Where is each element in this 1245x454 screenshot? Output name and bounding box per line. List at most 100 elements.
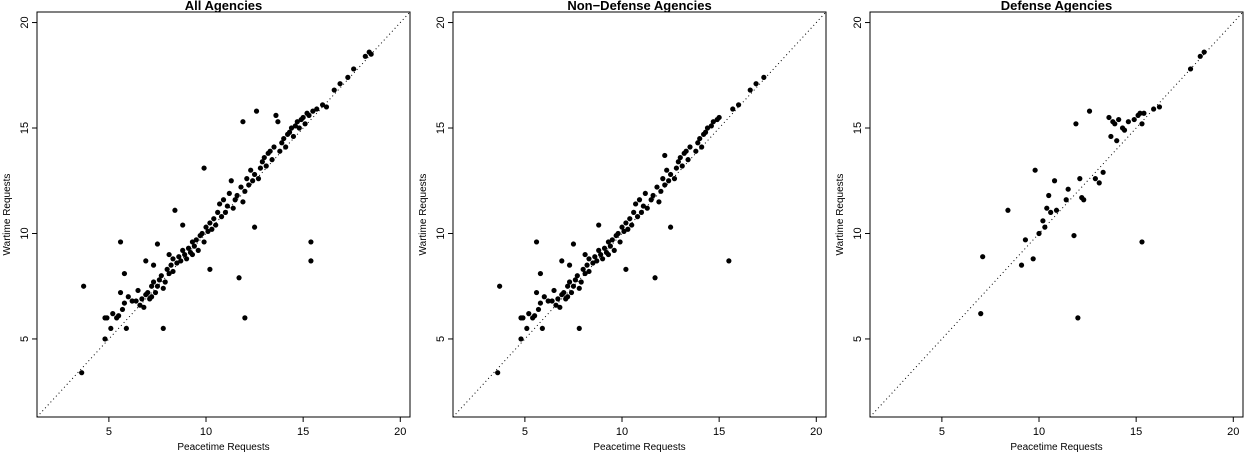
data-point — [337, 81, 343, 87]
data-point — [631, 209, 637, 215]
data-point — [611, 247, 617, 253]
data-point — [1151, 106, 1157, 112]
data-point — [224, 203, 230, 209]
data-point — [149, 283, 155, 289]
data-point — [123, 325, 129, 332]
data-point — [1201, 49, 1207, 55]
data-point — [166, 251, 172, 258]
data-point — [211, 216, 217, 222]
data-point — [570, 241, 577, 247]
data-point — [308, 258, 314, 264]
x-axis-label: Peacetime Requests — [1010, 442, 1102, 453]
data-point — [1044, 205, 1050, 211]
chart-title: All Agencies — [185, 0, 263, 13]
data-point — [537, 270, 544, 277]
data-point — [1065, 186, 1071, 192]
data-point — [565, 283, 571, 289]
data-point — [300, 114, 306, 121]
data-point — [251, 224, 258, 230]
y-tick-label: 5 — [435, 336, 447, 342]
data-point — [195, 247, 201, 253]
data-point — [156, 277, 162, 283]
data-point — [666, 178, 672, 184]
data-point — [79, 370, 85, 376]
data-point — [1106, 114, 1112, 121]
data-point — [671, 176, 678, 182]
data-point — [178, 258, 184, 264]
data-point — [226, 190, 232, 197]
data-point — [257, 165, 264, 171]
data-point — [584, 262, 590, 268]
data-point — [117, 239, 124, 245]
data-point — [139, 296, 145, 302]
data-point — [621, 228, 627, 234]
data-point — [191, 243, 197, 249]
data-point — [599, 256, 606, 262]
data-point — [497, 283, 503, 289]
data-point — [154, 241, 161, 247]
data-point — [273, 112, 279, 118]
data-point — [648, 197, 654, 203]
data-point — [578, 279, 584, 285]
data-point — [576, 285, 582, 291]
data-point — [716, 114, 722, 121]
data-point — [302, 121, 308, 127]
data-point — [1092, 176, 1098, 182]
data-point — [673, 165, 680, 171]
data-point — [566, 279, 573, 285]
data-point — [152, 289, 159, 296]
data-point — [201, 165, 207, 171]
y-tick-label: 20 — [852, 16, 864, 28]
data-point — [551, 287, 557, 294]
data-point — [160, 285, 166, 291]
data-point — [203, 224, 209, 230]
data-point — [288, 125, 295, 131]
data-point — [283, 144, 289, 150]
x-axis-label: Peacetime Requests — [593, 442, 685, 453]
data-point — [319, 102, 326, 108]
y-tick-label: 5 — [852, 336, 864, 342]
data-point — [281, 135, 287, 142]
data-point — [296, 125, 302, 131]
data-point — [279, 140, 285, 146]
data-point — [636, 197, 643, 203]
data-point — [115, 313, 122, 319]
data-point — [269, 157, 275, 163]
data-point — [1042, 224, 1048, 230]
data-point — [242, 188, 248, 194]
data-point — [658, 188, 664, 194]
data-point — [710, 119, 716, 125]
data-point — [675, 159, 681, 165]
data-point — [526, 311, 532, 317]
data-point — [185, 245, 192, 251]
data-point — [1063, 197, 1069, 203]
data-point — [633, 201, 639, 207]
data-point — [1086, 108, 1093, 114]
data-point — [182, 251, 188, 258]
data-point — [217, 201, 223, 207]
data-point — [662, 182, 668, 188]
data-point — [81, 283, 87, 289]
data-point — [228, 178, 234, 184]
data-point — [199, 230, 205, 237]
data-point — [1131, 116, 1137, 123]
data-point — [1108, 133, 1114, 140]
x-tick-label: 15 — [1130, 426, 1142, 438]
data-point — [1077, 176, 1083, 182]
data-point — [619, 224, 625, 230]
data-point — [650, 192, 656, 199]
chart-panel-3: Defense Agencies 5 10 15 20 5 10 15 20 Peacetime … — [835, 0, 1244, 453]
data-point — [1187, 66, 1194, 72]
data-point — [590, 260, 596, 266]
data-point — [271, 144, 277, 150]
reference-line — [36, 11, 411, 418]
data-point — [1125, 119, 1131, 125]
data-point — [209, 226, 215, 232]
data-point — [559, 258, 565, 264]
data-point — [555, 296, 561, 302]
y-tick-label: 15 — [19, 122, 31, 134]
data-point — [594, 258, 600, 264]
plot-frame — [452, 11, 827, 418]
data-point — [557, 304, 563, 310]
